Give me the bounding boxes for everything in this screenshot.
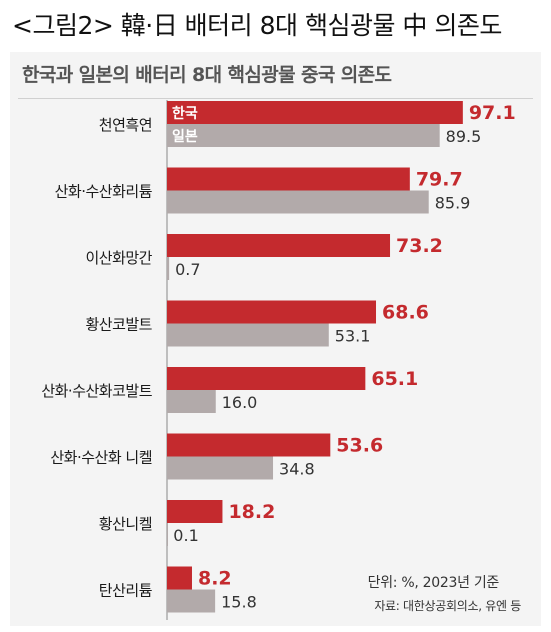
value-label-japan: 85.9 xyxy=(435,194,471,213)
figure-caption: <그림2> 韓·日 배터리 8대 핵심광물 中 의존도 xyxy=(12,11,502,40)
value-label-japan: 16.0 xyxy=(222,393,258,412)
category-label: 탄산리튬 xyxy=(99,582,152,600)
bar-japan xyxy=(167,456,274,480)
category-label: 산화·수산화코발트 xyxy=(41,382,152,400)
bar-japan xyxy=(167,323,329,347)
value-label-korea: 73.2 xyxy=(396,235,443,257)
value-label-korea: 97.1 xyxy=(469,102,516,124)
bar-korea xyxy=(167,500,223,523)
category-label: 산화·수산화리튬 xyxy=(55,183,152,201)
value-label-japan: 15.8 xyxy=(221,593,257,612)
value-label-japan: 0.1 xyxy=(173,526,198,545)
value-label-korea: 8.2 xyxy=(198,568,232,590)
value-label-korea: 18.2 xyxy=(228,501,275,523)
source-note: 자료: 대한상공회의소, 유엔 등 xyxy=(374,599,521,613)
bar-korea xyxy=(167,433,331,457)
bar-korea xyxy=(167,234,391,257)
bar-korea xyxy=(167,101,463,124)
bar-japan xyxy=(167,124,440,147)
bar-japan xyxy=(167,257,170,280)
bar-korea xyxy=(167,367,366,390)
category-label: 이산화망간 xyxy=(85,249,152,267)
bar-japan xyxy=(167,589,216,613)
value-label-japan: 53.1 xyxy=(335,327,371,346)
category-label: 황산코발트 xyxy=(85,316,152,334)
value-label-korea: 79.7 xyxy=(416,169,463,191)
value-label-korea: 65.1 xyxy=(371,368,418,390)
bar-korea xyxy=(167,300,377,324)
legend-label-korea: 한국 xyxy=(172,106,198,122)
chart-title: 한국과 일본의 배터리 8대 핵심광물 중국 의존도 xyxy=(22,64,392,86)
unit-note: 단위: %, 2023년 기준 xyxy=(367,575,500,591)
bar-japan xyxy=(167,190,429,214)
legend-label-japan: 일본 xyxy=(172,129,198,145)
category-label: 산화·수산화 니켈 xyxy=(50,449,152,467)
value-label-japan: 34.8 xyxy=(279,460,315,479)
category-label: 천연흑연 xyxy=(99,116,152,134)
value-label-korea: 53.6 xyxy=(336,435,383,457)
bar-korea xyxy=(167,167,410,191)
bar-korea xyxy=(167,566,192,590)
category-label: 황산니켈 xyxy=(99,515,152,533)
value-label-japan: 0.7 xyxy=(175,260,200,279)
value-label-korea: 68.6 xyxy=(382,302,429,324)
bar-japan xyxy=(167,523,168,546)
title-divider xyxy=(18,98,533,99)
value-label-japan: 89.5 xyxy=(446,127,482,146)
bar-japan xyxy=(167,390,216,413)
